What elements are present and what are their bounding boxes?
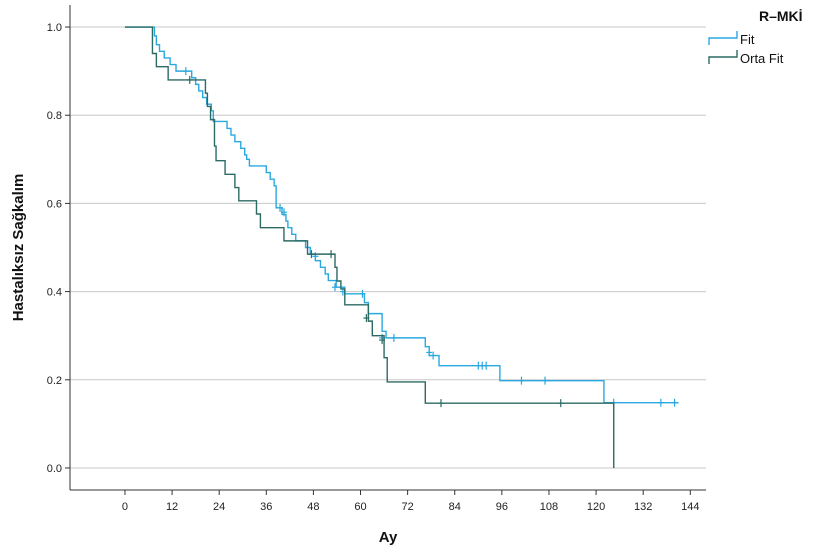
x-tick-label: 96 xyxy=(496,501,508,513)
legend-title: R–MKİ xyxy=(759,8,803,24)
x-tick-label: 108 xyxy=(540,501,558,513)
y-tick-label: 0.8 xyxy=(47,110,62,122)
x-tick-label: 72 xyxy=(402,501,414,513)
axes: 0.0 0.2 0.4 0.6 0.8 1.0 0 12 24 36 48 60 72 84 96 108 12… xyxy=(47,5,706,513)
grid-lines xyxy=(70,26,706,469)
x-tick-label: 24 xyxy=(213,501,225,513)
x-tick-label: 12 xyxy=(166,501,178,513)
legend: Fit Orta Fit xyxy=(708,31,784,66)
y-tick-label: 1.0 xyxy=(47,22,62,34)
y-tick-label: 0.6 xyxy=(47,198,62,210)
x-tick-label: 144 xyxy=(681,501,699,513)
legend-swatch xyxy=(708,31,738,45)
y-tick-label: 0.0 xyxy=(47,463,62,475)
series-fit xyxy=(124,26,679,407)
legend-swatch xyxy=(708,50,738,64)
x-axis-title: Ay xyxy=(379,529,398,546)
x-tick-label: 36 xyxy=(260,501,272,513)
y-tick-label: 0.2 xyxy=(47,375,62,387)
series-line xyxy=(124,26,615,468)
series-orta-fit xyxy=(124,26,615,468)
x-tick-label: 0 xyxy=(122,501,128,513)
x-tick-label: 84 xyxy=(449,501,461,513)
x-tick-label: 48 xyxy=(307,501,319,513)
legend-label: Fit xyxy=(740,32,755,47)
x-tick-label: 132 xyxy=(634,501,652,513)
series-group xyxy=(124,26,679,468)
y-axis-title: Hastalıksız Sağkalım xyxy=(10,174,27,322)
x-tick-label: 60 xyxy=(354,501,366,513)
series-line xyxy=(124,26,679,404)
y-tick-label: 0.4 xyxy=(47,287,62,299)
x-tick-label: 120 xyxy=(587,501,605,513)
legend-label: Orta Fit xyxy=(740,51,784,66)
